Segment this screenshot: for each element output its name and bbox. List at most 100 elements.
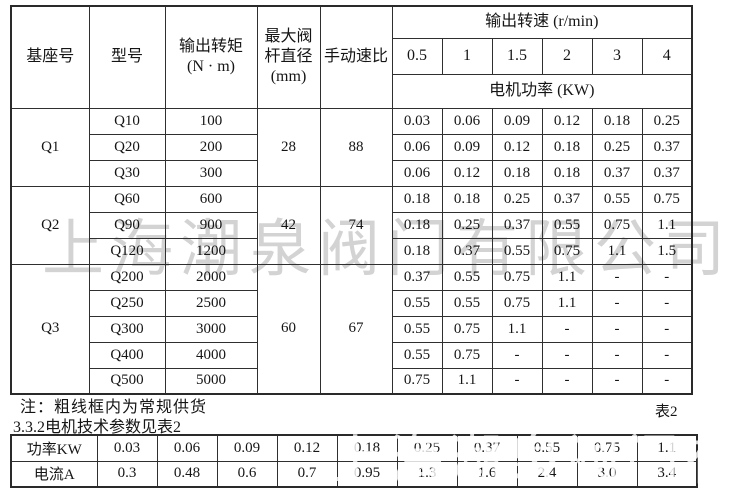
value-cell: 3.4: [636, 460, 698, 488]
power-cell: 0.18: [391, 185, 443, 213]
power-cell: -: [591, 263, 643, 291]
power-cell: 1.1: [541, 289, 593, 317]
torque-cell: 2000: [164, 263, 258, 291]
power-cell: 1.1: [641, 211, 693, 239]
value-cell: 0.3: [96, 460, 158, 488]
power-cell: 0.09: [441, 133, 493, 161]
note-motor-parameters: 3.3.2电机技术参数见表2: [13, 419, 182, 436]
power-cell: 0.18: [391, 237, 443, 265]
value-cell: 0.48: [156, 460, 218, 488]
table-row: Q300 3000 0.55 0.75 1.1- - -: [11, 315, 693, 343]
value-cell: 0.03: [96, 434, 158, 462]
power-cell: 0.25: [641, 107, 693, 135]
company-watermark-bottom: 上海潮泉阀门有限公司: [330, 431, 749, 488]
power-cell: 0.37: [541, 185, 593, 213]
header-motor-power: 电机功率 (KW): [391, 73, 693, 109]
base-cell: Q2: [10, 185, 90, 265]
value-cell: 0.37: [456, 434, 518, 462]
torque-cell: 600: [164, 185, 258, 213]
power-cell: 0.75: [441, 341, 493, 369]
power-cell: -: [491, 367, 543, 395]
row-label-cell: 电流A: [10, 460, 98, 488]
header-manual-ratio: 手动速比: [319, 5, 393, 109]
speed-value-1: 1: [441, 37, 493, 75]
stem-diameter-cell: 42: [256, 185, 321, 265]
torque-cell: 900: [164, 211, 258, 239]
model-cell: Q250: [88, 289, 166, 317]
power-cell: 0.25: [441, 211, 493, 239]
table-row: Q500 5000 0.75 1.1- - - -: [11, 367, 693, 395]
torque-cell: 5000: [164, 367, 258, 395]
power-cell: 0.75: [391, 367, 443, 395]
header-model: 型号: [88, 5, 166, 109]
power-cell: -: [591, 315, 643, 343]
power-cell: 0.55: [391, 315, 443, 343]
power-cell: 1.1: [541, 263, 593, 291]
base-cell: Q1: [10, 107, 90, 187]
power-cell: 0.55: [591, 185, 643, 213]
power-cell: -: [591, 367, 643, 395]
model-cell: Q10: [88, 107, 166, 135]
power-cell: 0.75: [491, 289, 543, 317]
power-cell: 1.1: [591, 237, 643, 265]
power-cell: -: [591, 341, 643, 369]
torque-cell: 1200: [164, 237, 258, 265]
power-cell: -: [641, 263, 693, 291]
power-cell: 0.09: [491, 107, 543, 135]
power-cell: 0.37: [391, 263, 443, 291]
speed-value-2: 2: [541, 37, 593, 75]
power-cell: 0.18: [541, 133, 593, 161]
power-cell: -: [491, 341, 543, 369]
power-cell: -: [541, 315, 593, 343]
power-cell: 1.5: [641, 237, 693, 265]
power-cell: -: [641, 341, 693, 369]
value-cell: 0.25: [396, 434, 458, 462]
power-cell: 0.55: [441, 289, 493, 317]
stem-diameter-cell: 28: [256, 107, 321, 187]
speed-values-row: 0.5 1 1.5 2 3 4: [11, 37, 693, 75]
actuator-spec-table: 基座号 型号 输出转矩 (N · m) 最大阀 杆直径 (mm) 手动速比 输出…: [10, 5, 693, 395]
power-cell: 0.37: [641, 159, 693, 187]
manual-ratio-cell: 88: [319, 107, 393, 187]
table-row: Q30 300 0.06 0.12 0.18 0.18 0.37 0.37: [11, 159, 693, 187]
power-cell: 0.18: [491, 159, 543, 187]
value-cell: 0.06: [156, 434, 218, 462]
power-cell: 1.1: [491, 315, 543, 343]
model-cell: Q20: [88, 133, 166, 161]
power-cell: 0.12: [541, 107, 593, 135]
power-cell: 0.25: [491, 185, 543, 213]
value-cell: 1.1: [636, 434, 698, 462]
torque-cell: 100: [164, 107, 258, 135]
power-cell: -: [541, 367, 593, 395]
torque-cell: 4000: [164, 341, 258, 369]
table-row: Q250 2500 0.55 0.55 0.75 1.1- -: [11, 289, 693, 317]
power-cell: 0.06: [441, 107, 493, 135]
power-cell: 0.37: [591, 159, 643, 187]
torque-cell: 300: [164, 159, 258, 187]
model-cell: Q30: [88, 159, 166, 187]
table2-label: 表2: [655, 404, 678, 420]
speed-value-1.5: 1.5: [491, 37, 543, 75]
base-cell: Q3: [10, 263, 90, 395]
value-cell: 0.95: [336, 460, 398, 488]
header-output-torque: 输出转矩 (N · m): [164, 5, 258, 109]
spec-table-header: 基座号 型号 输出转矩 (N · m) 最大阀 杆直径 (mm) 手动速比 输出…: [10, 5, 693, 109]
power-cell: 0.55: [391, 341, 443, 369]
power-cell: 0.12: [491, 133, 543, 161]
model-cell: Q400: [88, 341, 166, 369]
table-row: Q400 4000 0.55 0.75- - - -: [11, 341, 693, 369]
power-cell: 0.75: [591, 211, 643, 239]
motor-parameters-table: 功率KW 0.03 0.06 0.09 0.12 0.18 0.25 0.37 0.55 0.75…: [10, 434, 698, 488]
power-cell: 0.37: [641, 133, 693, 161]
table-row: Q1 Q10 100 28 88 0.03 0.06 0.09 0.12 0.18 0.25: [10, 107, 693, 187]
manual-ratio-cell: 67: [319, 263, 393, 395]
power-cell: 0.55: [391, 289, 443, 317]
power-cell: 0.75: [641, 185, 693, 213]
header-base-number: 基座号: [10, 5, 90, 109]
power-cell: 0.55: [441, 263, 493, 291]
power-cell: 0.25: [591, 133, 643, 161]
power-cell: -: [641, 315, 693, 343]
value-cell: 0.18: [336, 434, 398, 462]
model-cell: Q300: [88, 315, 166, 343]
value-cell: 3.0: [576, 460, 638, 488]
